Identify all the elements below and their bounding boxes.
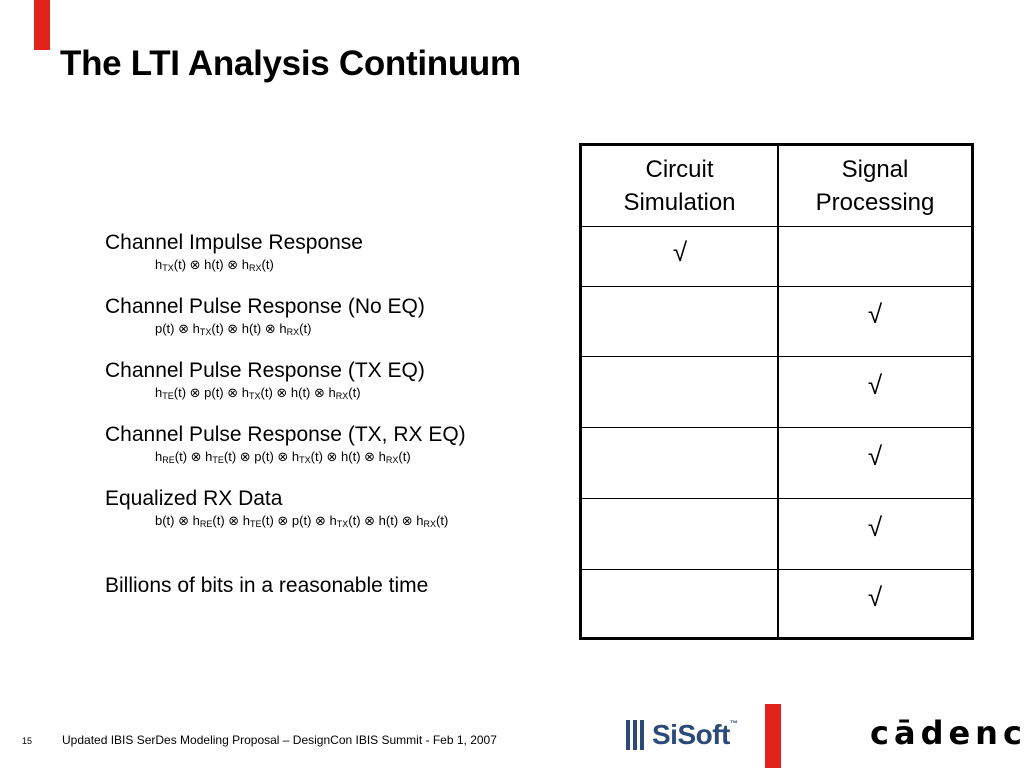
row-divider — [582, 427, 971, 428]
footer-accent-bar — [765, 704, 781, 768]
signal-check-mark: √ — [867, 441, 883, 471]
response-label: Channel Impulse Response — [105, 231, 363, 254]
response-row: Channel Pulse Response (No EQ) p(t) ⊗ hTX… — [105, 294, 425, 338]
convolution-formula: p(t) ⊗ hTX(t) ⊗ h(t) ⊗ hRX(t) — [155, 321, 312, 337]
column-divider — [777, 146, 779, 637]
row-divider — [582, 286, 971, 287]
response-label: Billions of bits in a reasonable time — [105, 574, 429, 597]
response-row: Channel Pulse Response (TX, RX EQ) hRE(t)… — [105, 422, 466, 466]
convolution-formula: hTE(t) ⊗ p(t) ⊗ hTX(t) ⊗ h(t) ⊗ hRX(t) — [155, 385, 361, 401]
response-row: Billions of bits in a reasonable time — [105, 573, 428, 599]
header-signal-line2: Processing — [815, 189, 935, 216]
convolution-formula: hTX(t) ⊗ h(t) ⊗ hRX(t) — [155, 257, 274, 273]
cadence-logo: cādence™ — [870, 714, 1024, 752]
page-number: 15 — [22, 736, 33, 746]
footer-text: Updated IBIS SerDes Modeling Proposal – … — [62, 733, 497, 747]
analysis-table: Circuit Simulation Signal Processing √ √ √… — [579, 143, 974, 640]
circuit-check-mark: √ — [672, 237, 688, 267]
header-signal-processing: Signal Processing — [779, 153, 971, 219]
signal-check-mark: √ — [867, 582, 883, 612]
response-row: Channel Pulse Response (TX EQ) hTE(t) ⊗ p… — [105, 358, 425, 402]
convolution-formula: b(t) ⊗ hRE(t) ⊗ hTE(t) ⊗ p(t) ⊗ hTX(t) ⊗… — [155, 513, 449, 529]
row-divider — [582, 356, 971, 357]
row-divider — [582, 498, 971, 499]
response-row: Equalized RX Data b(t) ⊗ hRE(t) ⊗ hTE(t) … — [105, 486, 448, 530]
response-label: Equalized RX Data — [105, 487, 283, 510]
response-label: Channel Pulse Response (No EQ) — [105, 295, 425, 318]
response-label: Channel Pulse Response (TX EQ) — [105, 359, 425, 382]
sisoft-wordmark: SiSoft™ — [652, 719, 738, 750]
response-row: Channel Impulse Response hTX(t) ⊗ h(t) ⊗ … — [105, 230, 363, 274]
response-label: Channel Pulse Response (TX, RX EQ) — [105, 423, 466, 446]
header-circuit-simulation: Circuit Simulation — [582, 153, 777, 219]
sisoft-logo: SiSoft™ — [626, 717, 738, 753]
convolution-formula: hRE(t) ⊗ hTE(t) ⊗ p(t) ⊗ hTX(t) ⊗ h(t) ⊗… — [155, 449, 411, 465]
signal-check-mark: √ — [867, 512, 883, 542]
header-circuit-line1: Circuit — [645, 156, 714, 183]
header-circuit-line2: Simulation — [623, 189, 736, 216]
slide-title: The LTI Analysis Continuum — [60, 44, 521, 83]
row-divider — [582, 569, 971, 570]
row-divider — [582, 226, 971, 227]
sisoft-bars-icon — [626, 720, 644, 750]
title-accent-bar — [34, 0, 50, 50]
signal-check-mark: √ — [867, 370, 883, 400]
signal-check-mark: √ — [867, 299, 883, 329]
header-signal-line1: Signal — [841, 156, 909, 183]
